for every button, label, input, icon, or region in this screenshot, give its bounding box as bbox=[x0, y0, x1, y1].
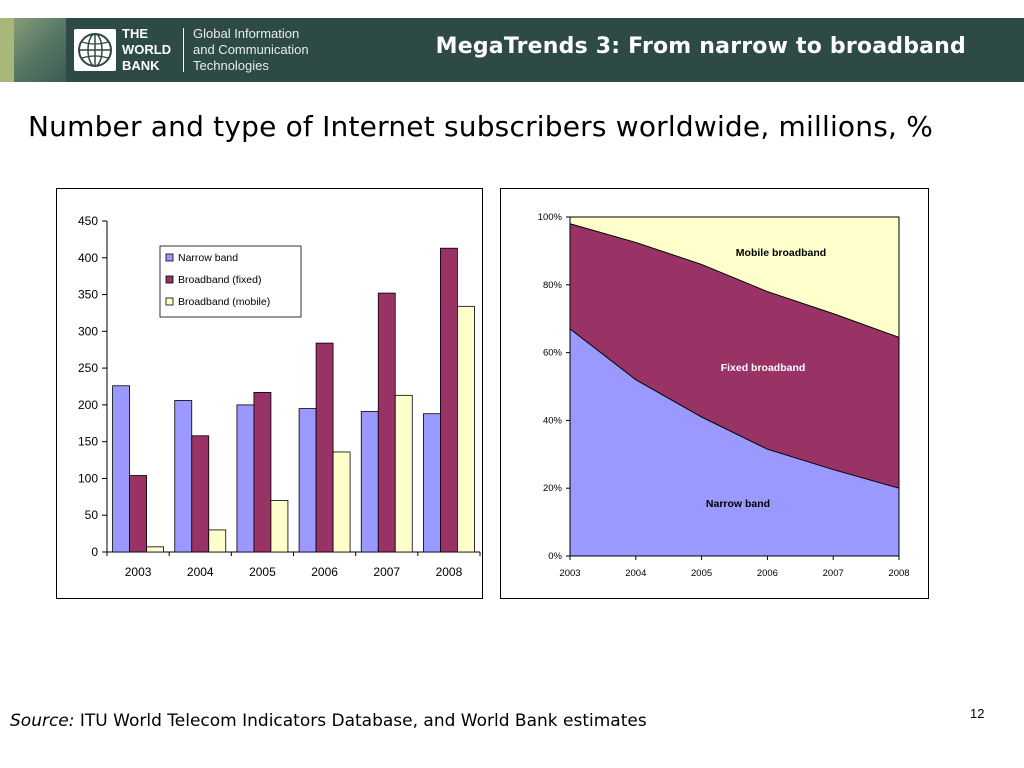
y-tick-label: 200 bbox=[78, 398, 98, 412]
y-tick-label: 100% bbox=[538, 212, 563, 223]
x-tick-label: 2003 bbox=[125, 565, 152, 579]
bar bbox=[129, 475, 147, 553]
y-tick-label: 100 bbox=[78, 471, 98, 485]
area-series bbox=[570, 217, 899, 338]
x-tick-label: 2004 bbox=[187, 565, 214, 579]
area-series bbox=[570, 328, 899, 556]
x-tick-label: 2006 bbox=[311, 565, 338, 579]
x-tick-label: 2008 bbox=[436, 565, 463, 579]
bar bbox=[191, 435, 210, 553]
x-tick-label: 2008 bbox=[888, 568, 909, 579]
bar bbox=[457, 305, 475, 553]
source-note: Source: ITU World Telecom Indicators Dat… bbox=[10, 711, 647, 731]
y-tick-label: 350 bbox=[78, 288, 98, 302]
x-tick-label: 2005 bbox=[691, 568, 712, 579]
header-divider bbox=[183, 28, 184, 72]
y-tick-label: 20% bbox=[543, 483, 563, 494]
area-label: Fixed broadband bbox=[721, 362, 806, 374]
org-name-line: BANK bbox=[122, 58, 160, 73]
plot-frame bbox=[569, 216, 900, 557]
y-tick-label: 80% bbox=[543, 280, 563, 291]
y-tick-label: 50 bbox=[85, 508, 99, 522]
org-name-line: WORLD bbox=[122, 42, 172, 57]
bar bbox=[423, 413, 441, 553]
bar bbox=[377, 292, 396, 553]
area-chart-panel: 0% 20% 40% 60% 80% 100% 2003 2004 2005 2006 2007 20… bbox=[500, 188, 929, 599]
bar bbox=[146, 546, 164, 553]
legend-swatch bbox=[165, 275, 174, 284]
y-tick-label: 300 bbox=[78, 324, 98, 338]
area-series bbox=[570, 223, 899, 489]
y-tick-label: 60% bbox=[543, 348, 563, 359]
bar bbox=[112, 385, 130, 553]
bar bbox=[315, 342, 334, 553]
x-tick-label: 2003 bbox=[559, 568, 580, 579]
slide-subtitle: Number and type of Internet subscribers … bbox=[28, 110, 933, 143]
org-name-line: THE bbox=[122, 26, 148, 41]
legend-entry: Broadband (mobile) bbox=[178, 296, 270, 308]
bar bbox=[208, 529, 227, 553]
source-text: ITU World Telecom Indicators Database, a… bbox=[74, 711, 647, 731]
globe-icon bbox=[74, 29, 116, 71]
x-tick-label: 2005 bbox=[249, 565, 276, 579]
bar bbox=[332, 451, 351, 553]
legend-swatch bbox=[165, 297, 174, 306]
y-tick-label: 40% bbox=[543, 415, 563, 426]
area-boundary bbox=[569, 223, 900, 338]
bar bbox=[394, 394, 413, 553]
header-stripe bbox=[0, 18, 14, 82]
legend-swatch bbox=[165, 253, 174, 262]
organization-name: THE WORLD BANK bbox=[122, 26, 182, 74]
bar bbox=[174, 400, 193, 553]
area-boundary bbox=[569, 328, 900, 489]
header-band bbox=[0, 18, 1024, 82]
bar bbox=[440, 247, 458, 553]
bar bbox=[236, 404, 255, 553]
header-decoration bbox=[14, 18, 66, 82]
y-tick-label: 250 bbox=[78, 361, 98, 375]
y-tick-label: 450 bbox=[78, 214, 98, 228]
unit-name-line: and Communication bbox=[193, 42, 309, 57]
bar-chart: 0 50 100 150 200 250 300 350 400 450 2003 2004 2005 2… bbox=[78, 214, 481, 579]
legend-entry: Narrow band bbox=[178, 252, 238, 264]
x-tick-label: 2004 bbox=[625, 568, 646, 579]
source-label: Source: bbox=[10, 711, 75, 731]
bar bbox=[360, 411, 379, 553]
legend-box bbox=[159, 245, 302, 318]
x-tick-label: 2006 bbox=[757, 568, 778, 579]
x-tick-label: 2007 bbox=[823, 568, 844, 579]
legend-entry: Broadband (fixed) bbox=[178, 274, 261, 286]
page-number: 12 bbox=[970, 706, 985, 721]
y-tick-label: 0% bbox=[548, 551, 562, 562]
area-label: Mobile broadband bbox=[736, 247, 826, 259]
bar bbox=[298, 408, 317, 553]
slide-title: MegaTrends 3: From narrow to broadband bbox=[435, 34, 966, 59]
area-chart: 0% 20% 40% 60% 80% 100% 2003 2004 2005 2006 2007 20… bbox=[538, 212, 910, 579]
unit-name-line: Global Information bbox=[193, 26, 300, 41]
area-label: Narrow band bbox=[706, 498, 770, 510]
unit-name: Global Information and Communication Tec… bbox=[193, 26, 333, 74]
bar bbox=[253, 391, 272, 553]
bar-chart-panel: 0 50 100 150 200 250 300 350 400 450 2003 2004 2005 2… bbox=[56, 188, 483, 599]
y-tick-label: 400 bbox=[78, 251, 98, 265]
y-tick-label: 0 bbox=[91, 545, 98, 559]
x-tick-label: 2007 bbox=[373, 565, 400, 579]
unit-name-line: Technologies bbox=[193, 58, 269, 73]
y-tick-label: 150 bbox=[78, 435, 98, 449]
bar bbox=[270, 500, 289, 553]
